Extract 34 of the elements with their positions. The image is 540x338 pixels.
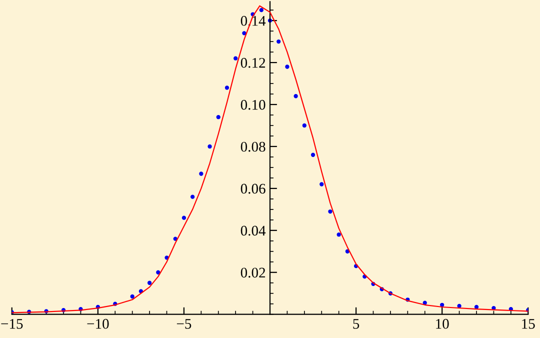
x-tick-label: −10 [87, 318, 109, 329]
point [294, 94, 298, 98]
point [259, 8, 264, 12]
x-tick-label: −15 [1, 319, 23, 329]
point [276, 39, 281, 44]
point [147, 280, 152, 285]
y-tick-label: 0.06 [240, 184, 266, 194]
point [285, 64, 290, 69]
x-tick-label: −5 [176, 319, 192, 329]
x-tick-label: 15 [522, 319, 535, 329]
point [242, 31, 246, 36]
y-tick-label: 0.02 [240, 268, 266, 278]
y-tick-label: 0.08 [240, 142, 266, 152]
x-tick-label: 10 [436, 318, 449, 329]
point [216, 115, 220, 120]
point [328, 209, 332, 214]
line-series [12, 5, 528, 314]
point [224, 86, 230, 90]
point [302, 123, 306, 128]
point [320, 182, 324, 186]
y-tick-label: 0.12 [240, 58, 266, 68]
y-tick-label: 0.10 [240, 100, 266, 110]
point [130, 294, 134, 299]
point [457, 304, 462, 308]
point [182, 216, 186, 220]
point [310, 152, 316, 157]
x-tick-label: 5 [353, 319, 360, 329]
point [190, 194, 195, 199]
point [199, 172, 204, 176]
y-tick-label: 0.04 [240, 226, 266, 236]
point [234, 56, 238, 60]
point [336, 232, 341, 237]
point [440, 302, 444, 307]
point [208, 144, 212, 149]
